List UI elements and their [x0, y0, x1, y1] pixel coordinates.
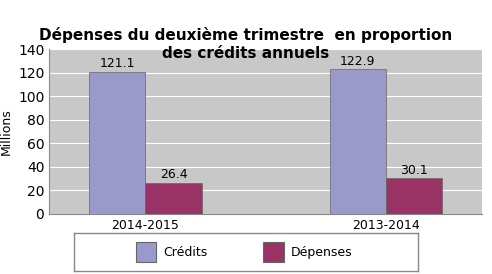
Bar	[89, 72, 146, 214]
Text: Dépenses: Dépenses	[291, 246, 352, 259]
FancyBboxPatch shape	[263, 242, 284, 262]
Text: Crédits: Crédits	[163, 246, 208, 259]
Text: 122.9: 122.9	[340, 55, 375, 68]
Text: 30.1: 30.1	[400, 164, 428, 177]
FancyBboxPatch shape	[136, 242, 156, 262]
Bar	[386, 178, 442, 214]
Text: Dépenses du deuxième trimestre  en proportion
des crédits annuels: Dépenses du deuxième trimestre en propor…	[39, 27, 453, 61]
Text: 26.4: 26.4	[160, 168, 187, 181]
Text: 121.1: 121.1	[99, 57, 135, 70]
Y-axis label: Millions: Millions	[0, 108, 12, 155]
Bar	[146, 183, 202, 214]
Bar	[330, 69, 386, 214]
